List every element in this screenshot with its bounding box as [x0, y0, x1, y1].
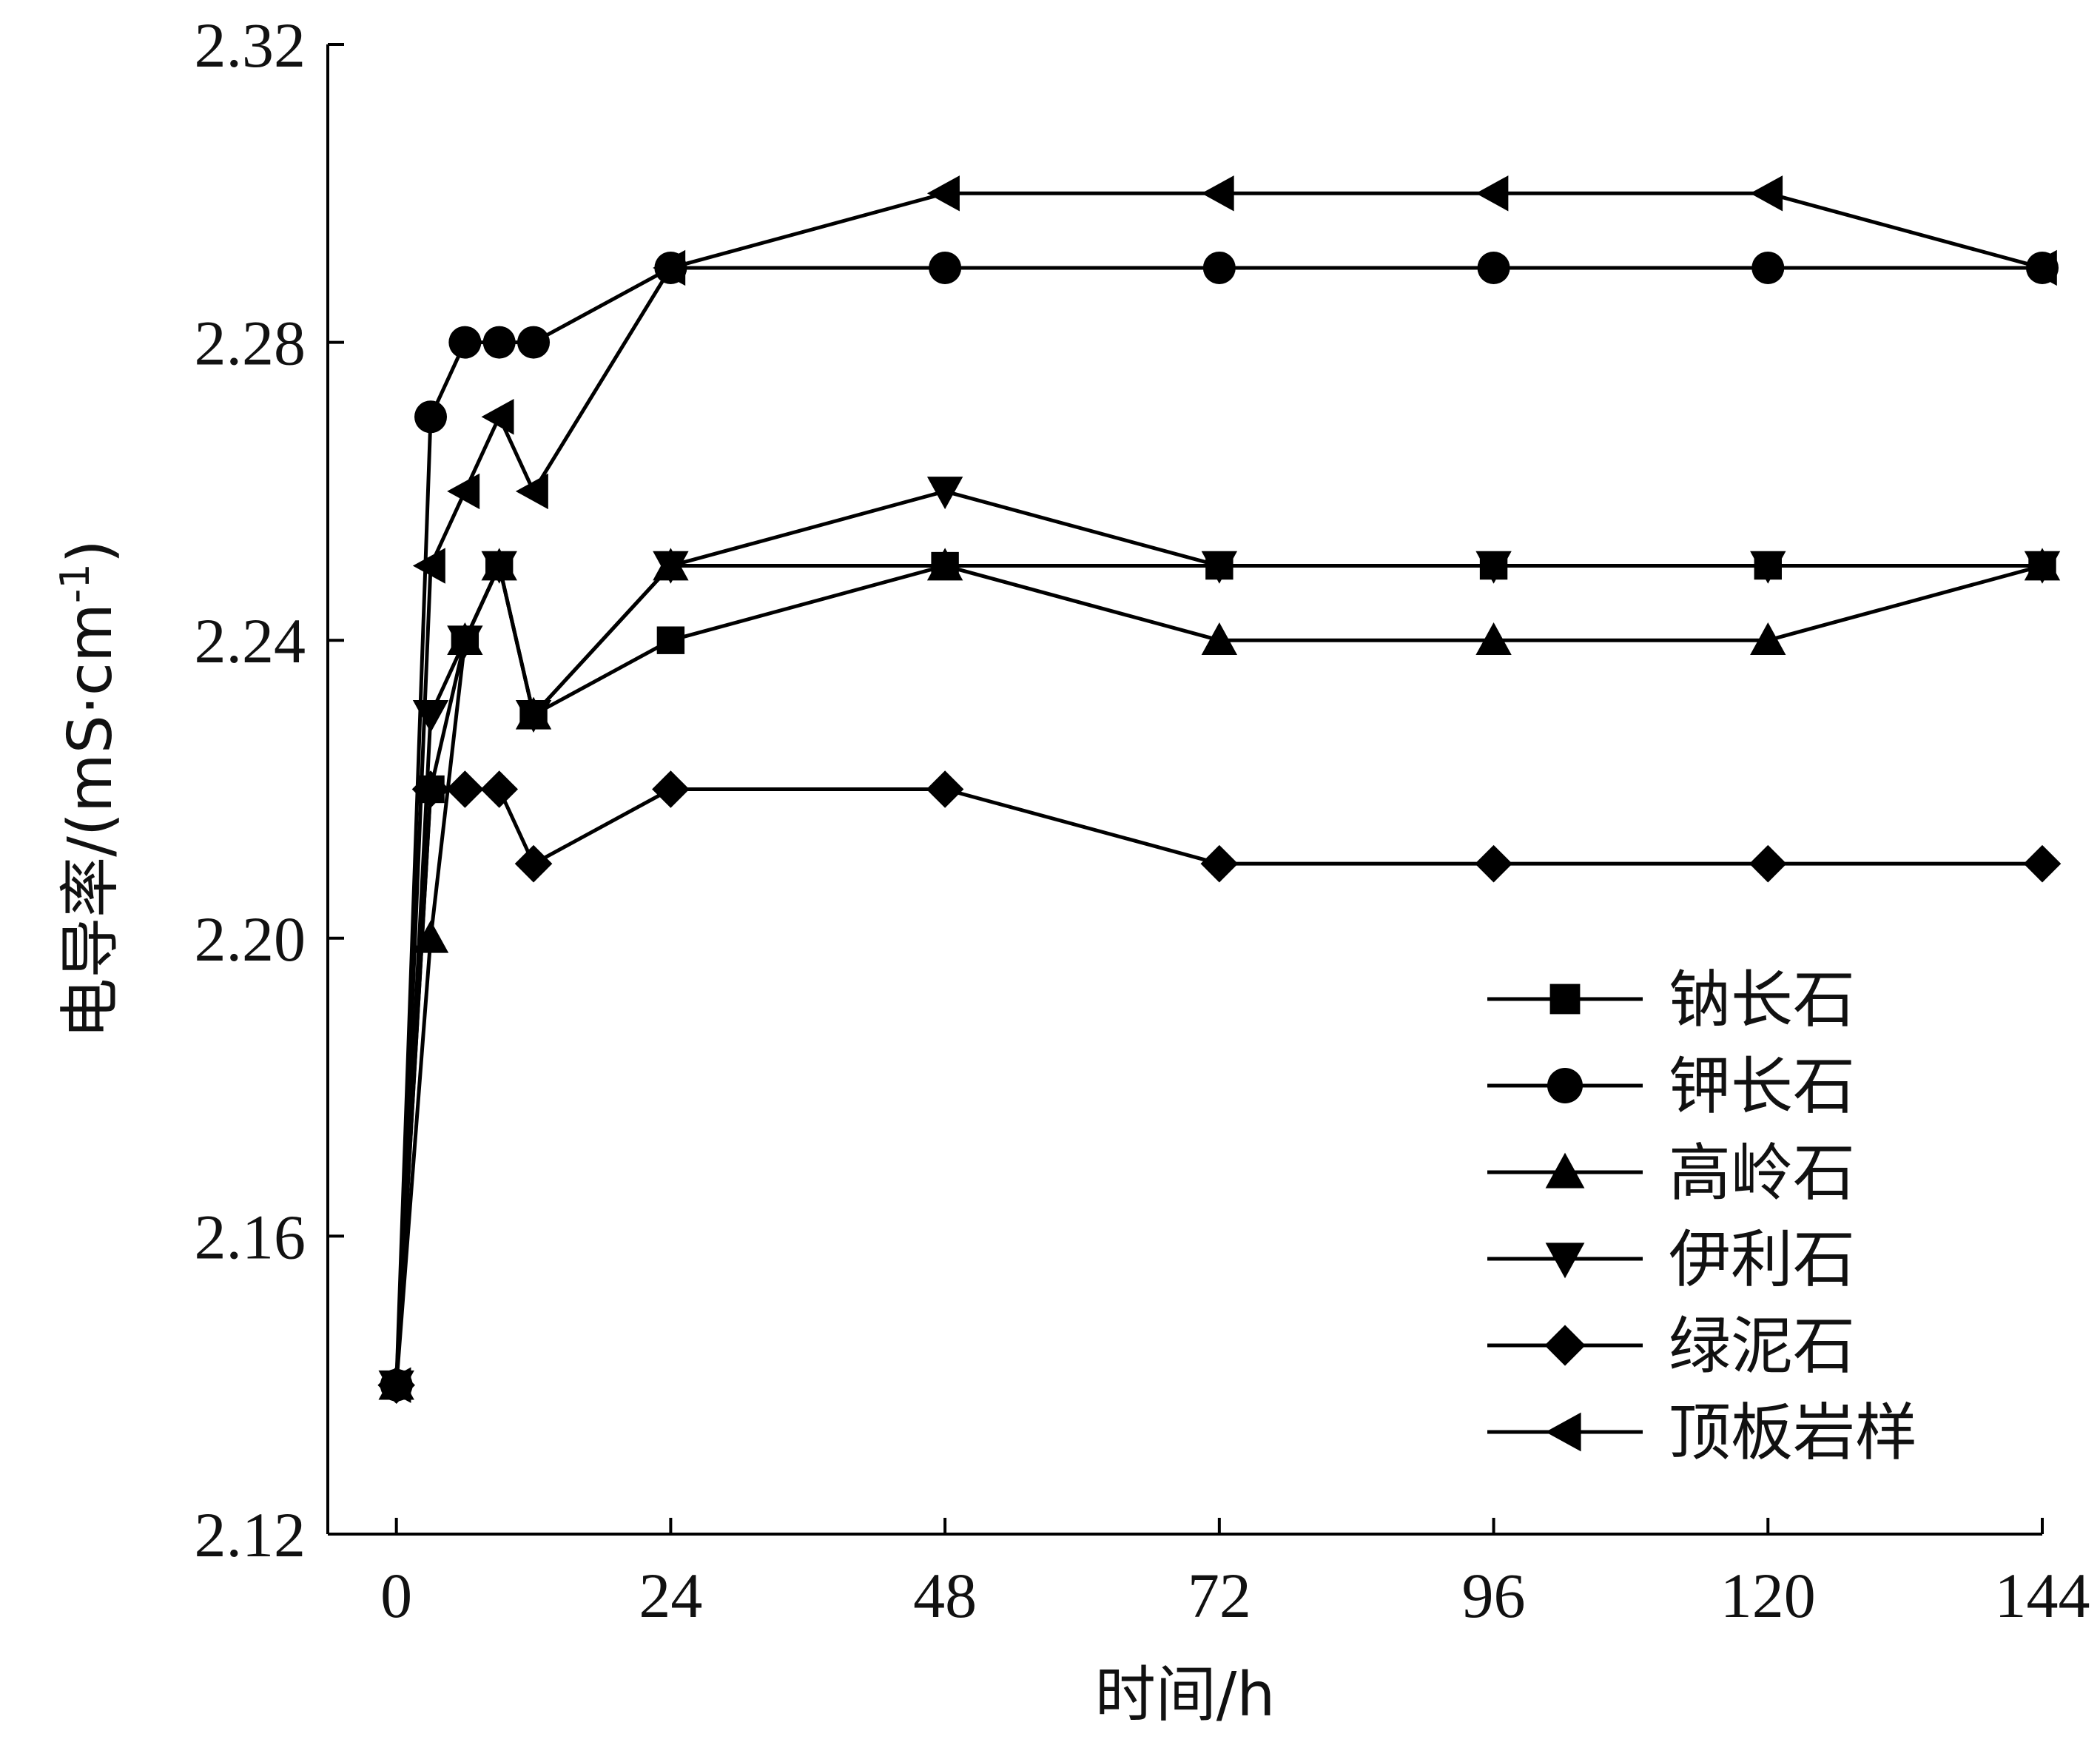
- data-point: [412, 548, 445, 584]
- data-point: [926, 548, 963, 581]
- data-point: [1200, 844, 1239, 883]
- data-point: [929, 251, 962, 284]
- data-point: [2024, 551, 2061, 584]
- legend-item: 高岭石: [1487, 1137, 1855, 1209]
- legend-marker: [1545, 1243, 1585, 1279]
- series-diamond: [377, 770, 2062, 1404]
- data-point: [481, 399, 514, 435]
- x-tick-label: 144: [1995, 1560, 2090, 1631]
- data-point: [447, 625, 483, 659]
- legend-item: 钠长石: [1487, 964, 1855, 1036]
- data-point: [1750, 551, 1786, 584]
- data-point: [1202, 251, 1236, 284]
- data-point: [652, 770, 690, 808]
- data-point: [1475, 175, 1509, 212]
- x-tick-label: 72: [1188, 1560, 1251, 1631]
- x-tick-label: 96: [1462, 1560, 1526, 1631]
- data-point: [1751, 251, 1785, 284]
- series-line: [394, 266, 2042, 1385]
- data-point: [926, 770, 964, 808]
- data-point: [446, 770, 484, 808]
- legend-item: 顶板岩样: [1487, 1396, 1917, 1469]
- y-tick-label: 2.32: [195, 10, 306, 81]
- legend-item: 绿泥石: [1487, 1310, 1855, 1382]
- x-tick-label: 24: [639, 1560, 702, 1631]
- data-point: [926, 477, 963, 510]
- data-point: [653, 249, 686, 286]
- data-point: [480, 770, 518, 808]
- data-point: [378, 1367, 411, 1403]
- data-point: [1750, 175, 1783, 212]
- data-point: [1475, 622, 1512, 655]
- x-tick-label: 120: [1720, 1560, 1816, 1631]
- legend-marker: [1544, 1325, 1586, 1366]
- data-point: [653, 551, 689, 584]
- y-axis-title-main: 电导率/(mS·cm: [55, 603, 126, 1039]
- legend-label: 钾长石: [1669, 1050, 1855, 1123]
- data-point: [1475, 551, 1512, 584]
- x-axis-title: 时间/h: [1095, 1660, 1276, 1730]
- data-point: [656, 626, 685, 654]
- data-point: [414, 400, 448, 434]
- y-ticks: 2.12 2.16 2.20 2.24 2.28 2.32: [195, 10, 344, 1570]
- legend-label: 钠长石: [1669, 964, 1855, 1036]
- y-axis-title-sup: -1: [52, 563, 98, 603]
- y-tick-label: 2.28: [195, 308, 306, 379]
- legend-item: 伊利石: [1487, 1223, 1855, 1296]
- data-point: [2024, 249, 2057, 286]
- data-point: [515, 473, 548, 510]
- data-point: [1201, 551, 1238, 584]
- data-point: [482, 326, 516, 359]
- data-point: [448, 326, 482, 359]
- data-point: [447, 473, 480, 510]
- series-triangle-left: [378, 175, 2057, 1403]
- legend-marker: [1549, 984, 1581, 1015]
- legend-label: 伊利石: [1669, 1223, 1855, 1296]
- x-tick-label: 0: [380, 1560, 412, 1631]
- y-tick-label: 2.20: [195, 904, 306, 975]
- legend-item: 钾长石: [1487, 1050, 1855, 1123]
- data-point: [926, 175, 960, 212]
- y-tick-label: 2.12: [195, 1499, 306, 1570]
- y-axis-title: 电导率/(mS·cm-1): [52, 539, 126, 1038]
- data-point: [481, 551, 517, 584]
- legend-marker: [1545, 1152, 1585, 1188]
- data-point: [412, 700, 449, 733]
- legend-label: 高岭石: [1669, 1137, 1855, 1209]
- axes: 2.12 2.16 2.20 2.24 2.28 2.32 0 24 48 72 96 120 144: [195, 10, 2090, 1631]
- data-point: [1201, 622, 1238, 655]
- y-tick-label: 2.16: [195, 1201, 306, 1272]
- legend-label: 顶板岩样: [1669, 1396, 1917, 1469]
- series-layer: [377, 175, 2062, 1404]
- data-point: [1749, 844, 1787, 883]
- y-axis-title-close: ): [55, 539, 126, 563]
- y-tick-label: 2.24: [195, 605, 306, 676]
- data-point: [1201, 175, 1234, 212]
- data-point: [514, 844, 553, 883]
- data-point: [517, 326, 551, 359]
- data-point: [1477, 251, 1510, 284]
- x-ticks: 0 24 48 72 96 120 144: [380, 1518, 2090, 1631]
- x-tick-label: 48: [913, 1560, 977, 1631]
- legend-label: 绿泥石: [1669, 1310, 1855, 1382]
- legend-marker: [1545, 1412, 1581, 1452]
- data-point: [2023, 844, 2062, 883]
- data-point: [1750, 622, 1786, 655]
- data-point: [515, 700, 552, 733]
- data-point: [1475, 844, 1512, 883]
- legend-marker: [1547, 1068, 1583, 1103]
